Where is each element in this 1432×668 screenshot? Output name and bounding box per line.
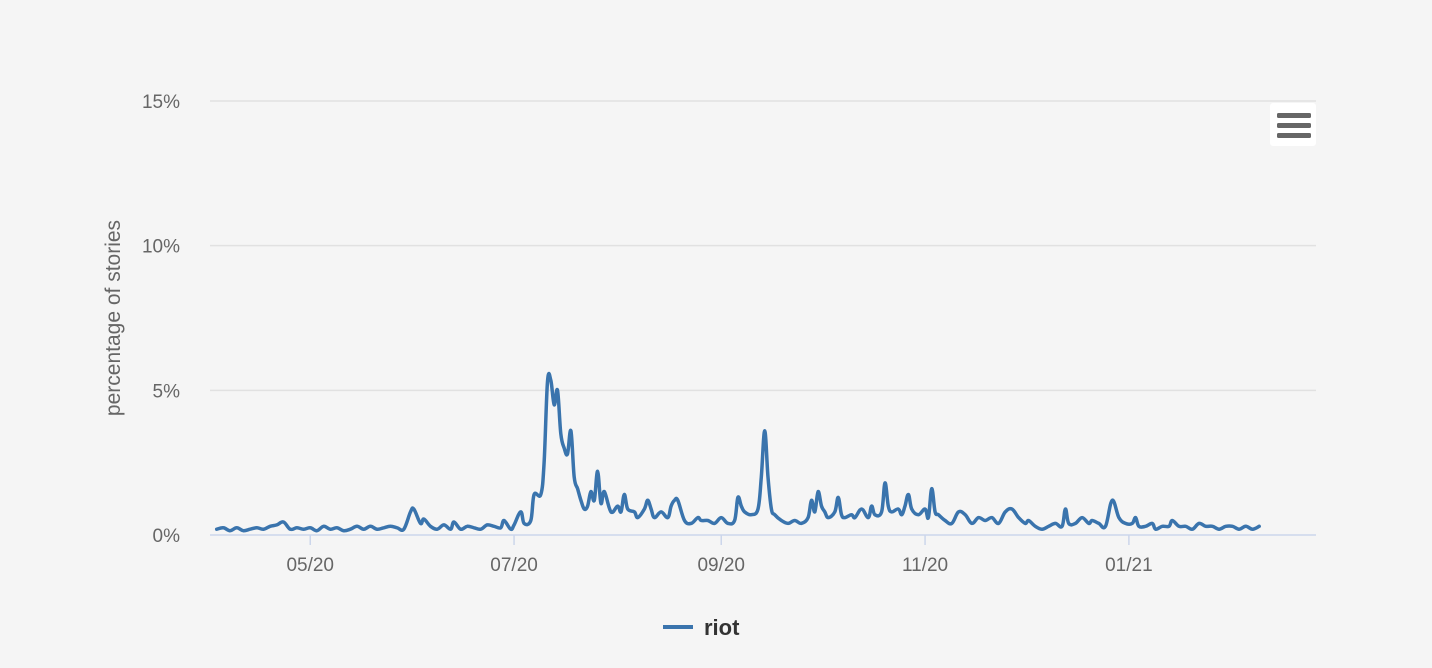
chart-menu-button[interactable] (1270, 103, 1316, 146)
gridlines (210, 100, 1316, 392)
legend[interactable]: riot (663, 615, 740, 640)
x-tick-label: 01/21 (1105, 555, 1153, 576)
series-layer (214, 371, 1261, 533)
y-axis-ticks: 0% 5% 10% 15% (142, 92, 180, 547)
y-tick-label: 0% (153, 526, 181, 547)
legend-item-riot[interactable]: riot (704, 615, 740, 640)
x-tick-label: 05/20 (286, 555, 334, 576)
hamburger-menu-icon (1277, 113, 1311, 138)
y-tick-label: 15% (142, 92, 180, 113)
x-tick-label: 09/20 (697, 555, 745, 576)
y-axis-title: percentage of stories (102, 220, 125, 416)
x-tick-label: 07/20 (490, 555, 538, 576)
y-tick-label: 5% (153, 381, 181, 402)
y-tick-label: 10% (142, 237, 180, 258)
series-line-riot[interactable] (214, 371, 1261, 533)
x-axis-ticks: 05/20 07/20 09/20 11/20 01/21 (286, 535, 1153, 576)
x-tick-label: 11/20 (902, 555, 948, 576)
